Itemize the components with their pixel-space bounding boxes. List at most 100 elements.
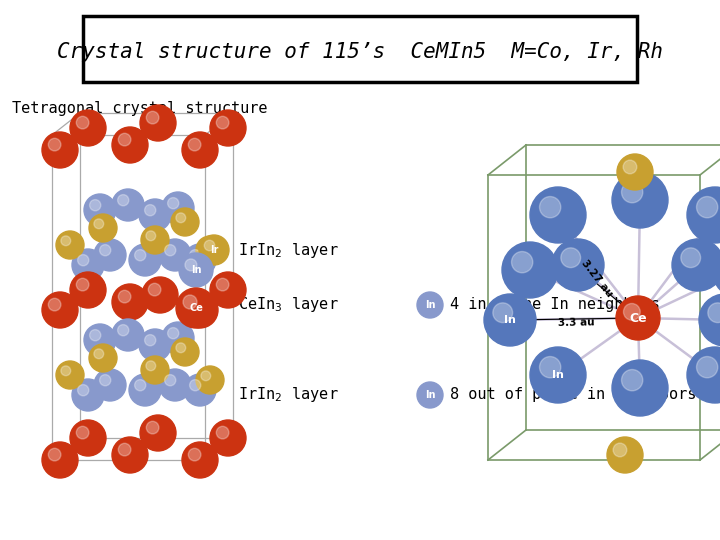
Circle shape [621,181,643,203]
Text: IrIn$_2$ layer: IrIn$_2$ layer [238,240,338,260]
Text: In: In [504,315,516,325]
Circle shape [140,415,176,451]
Circle shape [189,298,201,311]
Text: Ce: Ce [189,303,203,313]
Text: 3.3 au: 3.3 au [557,318,595,328]
Circle shape [159,239,191,271]
Circle shape [42,292,78,328]
Circle shape [612,360,668,416]
Circle shape [42,442,78,478]
Circle shape [129,244,161,276]
Circle shape [146,421,159,434]
Circle shape [76,116,89,129]
Circle shape [162,192,194,224]
Circle shape [561,248,580,268]
Circle shape [145,335,156,346]
Text: In: In [191,265,202,275]
Circle shape [70,272,106,308]
Circle shape [145,205,156,216]
Circle shape [70,110,106,146]
Circle shape [216,278,229,291]
Circle shape [168,198,179,209]
Circle shape [148,284,161,296]
Circle shape [681,248,701,268]
Circle shape [141,356,169,384]
Circle shape [135,380,145,391]
Circle shape [112,127,148,163]
Circle shape [201,371,211,381]
Circle shape [112,284,148,320]
Circle shape [189,448,201,461]
Circle shape [617,154,653,190]
Circle shape [89,214,117,242]
Circle shape [417,292,443,318]
Circle shape [42,132,78,168]
Circle shape [70,420,106,456]
Circle shape [210,110,246,146]
Circle shape [139,199,171,231]
Circle shape [185,259,197,271]
Circle shape [613,443,627,457]
Circle shape [171,338,199,366]
Circle shape [687,347,720,403]
Text: IrIn$_2$ layer: IrIn$_2$ layer [238,386,338,404]
Text: CeIn$_3$ layer: CeIn$_3$ layer [238,295,338,314]
Text: 3.27 au: 3.27 au [580,258,614,299]
Circle shape [210,420,246,456]
Circle shape [216,426,229,439]
Text: In: In [425,390,436,400]
Circle shape [48,138,61,151]
Circle shape [76,426,89,439]
Circle shape [171,208,199,236]
Circle shape [78,254,89,266]
Circle shape [607,437,643,473]
Circle shape [182,292,218,328]
Circle shape [135,249,145,261]
Circle shape [142,277,178,313]
Circle shape [196,236,224,264]
Circle shape [94,349,104,359]
Circle shape [165,245,176,256]
Circle shape [94,219,104,229]
Circle shape [94,369,126,401]
Circle shape [201,241,211,251]
Circle shape [612,172,668,228]
Circle shape [165,375,176,386]
Text: 4 in plane In neighbors: 4 in plane In neighbors [450,298,660,313]
Circle shape [696,197,718,218]
Circle shape [184,374,216,406]
Circle shape [493,303,513,322]
Circle shape [199,235,229,265]
Circle shape [89,329,101,341]
Text: Ir: Ir [210,245,218,255]
Circle shape [84,194,116,226]
Circle shape [182,442,218,478]
Text: In: In [552,370,564,380]
Circle shape [502,242,558,298]
Circle shape [712,242,720,298]
Circle shape [168,328,179,339]
Circle shape [89,344,117,372]
Circle shape [159,369,191,401]
Circle shape [687,187,720,243]
Circle shape [204,240,215,251]
Circle shape [48,448,61,461]
Circle shape [179,253,213,287]
Circle shape [552,239,604,291]
Text: Tetragonal crystal structure: Tetragonal crystal structure [12,100,268,116]
Circle shape [48,298,61,311]
Circle shape [146,231,156,241]
Circle shape [196,366,224,394]
Circle shape [511,252,533,273]
Circle shape [530,187,586,243]
Text: In: In [425,300,436,310]
Circle shape [484,294,536,346]
Circle shape [139,329,171,361]
Circle shape [189,380,201,391]
Circle shape [76,278,89,291]
Circle shape [708,303,720,322]
Circle shape [539,197,561,218]
Circle shape [117,194,129,206]
Circle shape [616,296,660,340]
Circle shape [61,236,71,246]
